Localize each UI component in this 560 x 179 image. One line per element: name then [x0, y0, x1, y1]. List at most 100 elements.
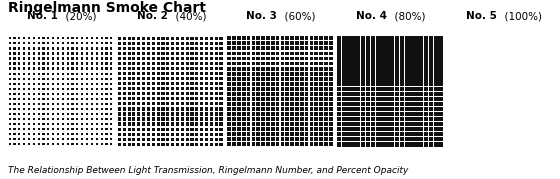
Bar	[351, 107, 356, 111]
Bar	[256, 52, 260, 55]
Bar	[242, 82, 246, 86]
Bar	[142, 117, 145, 121]
Bar	[337, 41, 341, 46]
Bar	[276, 107, 279, 111]
Bar	[337, 81, 341, 86]
Bar	[161, 82, 165, 85]
Bar	[319, 107, 323, 111]
Bar	[414, 51, 418, 56]
Bar	[266, 102, 270, 106]
Bar	[281, 52, 284, 55]
Bar	[261, 67, 265, 71]
Bar	[380, 81, 385, 86]
Bar	[86, 42, 88, 45]
Bar	[176, 102, 179, 105]
Bar	[161, 133, 165, 136]
Bar	[13, 133, 16, 135]
Bar	[380, 97, 385, 101]
Bar	[185, 67, 189, 70]
Bar	[385, 66, 390, 71]
Bar	[319, 127, 323, 131]
Bar	[57, 67, 59, 70]
Bar	[205, 138, 208, 141]
Bar	[13, 57, 16, 60]
Bar	[76, 93, 78, 95]
Bar	[220, 77, 222, 80]
Bar	[438, 122, 443, 126]
Bar	[43, 72, 45, 75]
Bar	[310, 142, 313, 146]
Bar	[366, 91, 370, 96]
Bar	[347, 36, 351, 41]
Bar	[429, 97, 433, 101]
Bar	[300, 36, 304, 40]
Bar	[424, 76, 428, 81]
Bar	[429, 142, 433, 147]
Bar	[271, 112, 274, 116]
Bar	[8, 108, 11, 110]
Bar	[256, 102, 260, 106]
Bar	[86, 52, 88, 55]
Bar	[176, 37, 179, 40]
Bar	[81, 133, 83, 135]
Bar	[166, 67, 169, 70]
Bar	[128, 138, 130, 141]
Bar	[409, 76, 414, 81]
Bar	[232, 142, 236, 146]
Bar	[424, 107, 428, 111]
Bar	[205, 112, 208, 116]
Bar	[18, 62, 21, 65]
Bar	[227, 52, 231, 55]
Bar	[237, 52, 241, 55]
Bar	[351, 71, 356, 76]
Bar	[429, 132, 433, 136]
Bar	[424, 51, 428, 56]
Bar	[100, 37, 102, 39]
Bar	[220, 97, 222, 100]
Bar	[67, 138, 69, 140]
Bar	[380, 91, 385, 96]
Bar	[404, 102, 409, 106]
Bar	[319, 117, 323, 121]
Bar	[400, 76, 404, 81]
Bar	[276, 62, 279, 66]
Bar	[300, 97, 304, 101]
Bar	[100, 83, 102, 85]
Bar	[380, 137, 385, 141]
Bar	[123, 97, 126, 100]
Bar	[43, 37, 45, 39]
Bar	[161, 52, 165, 55]
Bar	[110, 83, 113, 85]
Bar	[181, 87, 184, 90]
Bar	[324, 92, 328, 96]
Bar	[96, 103, 98, 105]
Bar	[72, 57, 74, 60]
Bar	[324, 127, 328, 131]
Bar	[195, 37, 198, 40]
Bar	[166, 122, 169, 126]
Bar	[137, 127, 141, 131]
Bar	[132, 87, 136, 90]
Bar	[171, 77, 174, 80]
Bar	[200, 102, 203, 105]
Bar	[81, 47, 83, 50]
Bar	[342, 56, 346, 61]
Bar	[8, 143, 11, 145]
Bar	[305, 87, 309, 91]
Bar	[351, 41, 356, 46]
Bar	[329, 97, 333, 101]
Bar	[390, 97, 394, 101]
Bar	[210, 92, 213, 95]
Bar	[247, 142, 250, 146]
Bar	[100, 123, 102, 125]
Bar	[67, 133, 69, 135]
Bar	[132, 112, 136, 116]
Bar	[128, 47, 130, 50]
Bar	[38, 138, 40, 140]
Bar	[314, 102, 318, 106]
Bar	[390, 71, 394, 76]
Bar	[166, 82, 169, 85]
Bar	[105, 47, 108, 50]
Bar	[28, 83, 30, 85]
Bar	[137, 62, 141, 65]
